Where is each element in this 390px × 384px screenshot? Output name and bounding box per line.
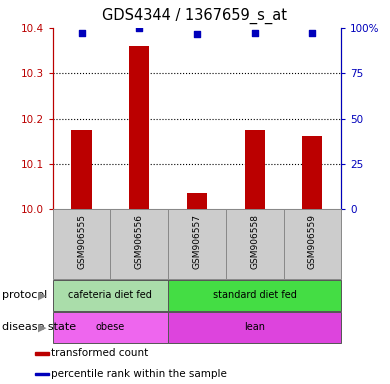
Text: cafeteria diet fed: cafeteria diet fed: [68, 290, 152, 300]
Bar: [35, 372, 49, 375]
Bar: [302, 136, 323, 209]
Text: GSM906558: GSM906558: [250, 214, 259, 269]
Bar: [245, 130, 265, 209]
Text: transformed count: transformed count: [51, 348, 149, 358]
Bar: [187, 192, 207, 209]
Text: ▶: ▶: [38, 322, 47, 332]
Bar: [284, 209, 341, 279]
Bar: [71, 130, 92, 209]
Bar: [168, 312, 341, 343]
Text: GSM906557: GSM906557: [192, 214, 202, 269]
Bar: [168, 209, 226, 279]
Text: disease state: disease state: [2, 322, 76, 332]
Bar: [110, 209, 168, 279]
Point: [136, 25, 142, 31]
Point: [309, 30, 316, 36]
Bar: [53, 209, 110, 279]
Point: [252, 30, 258, 36]
Bar: [53, 280, 168, 311]
Bar: [168, 280, 341, 311]
Text: percentile rank within the sample: percentile rank within the sample: [51, 369, 227, 379]
Text: GSM906559: GSM906559: [308, 214, 317, 269]
Text: GSM906555: GSM906555: [77, 214, 86, 269]
Bar: [129, 46, 149, 209]
Bar: [53, 312, 168, 343]
Text: standard diet fed: standard diet fed: [213, 290, 297, 300]
Text: protocol: protocol: [2, 290, 47, 300]
Text: obese: obese: [96, 322, 125, 332]
Text: lean: lean: [244, 322, 265, 332]
Point: [194, 31, 200, 37]
Text: ▶: ▶: [38, 290, 47, 300]
Point: [78, 30, 85, 36]
Bar: [226, 209, 284, 279]
Text: GSM906556: GSM906556: [135, 214, 144, 269]
Text: GDS4344 / 1367659_s_at: GDS4344 / 1367659_s_at: [103, 8, 287, 24]
Bar: [35, 352, 49, 355]
